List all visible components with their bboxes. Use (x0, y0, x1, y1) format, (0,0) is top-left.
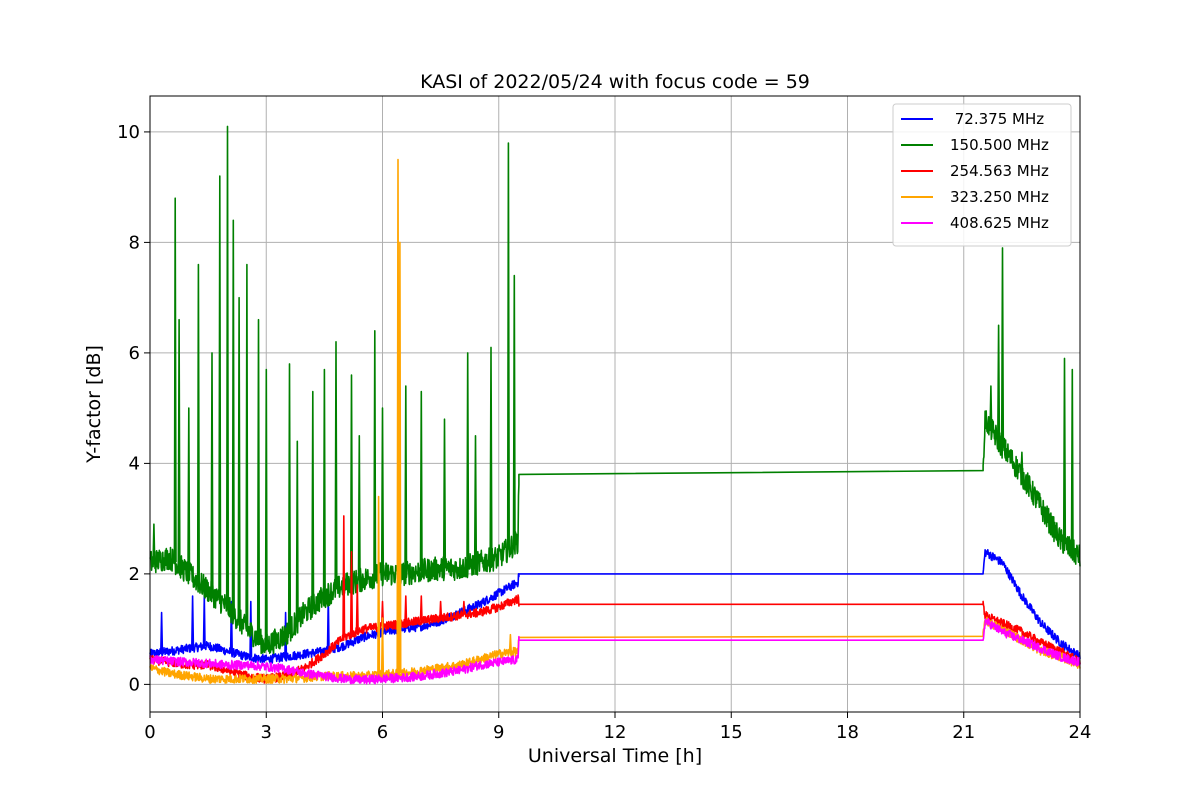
series-spike-1 (295, 440, 299, 622)
series-spike-2 (419, 595, 423, 621)
series-spike-2 (349, 551, 354, 635)
series-spike-1 (489, 346, 493, 560)
series-spike-1 (210, 352, 214, 594)
series-line-4 (149, 617, 1081, 685)
series-spike-1 (256, 318, 261, 640)
series-spike-3 (396, 158, 400, 674)
series-spike-1 (311, 390, 315, 606)
series-spike-2 (462, 600, 466, 615)
x-tick-label: 6 (377, 722, 388, 743)
legend-box (892, 103, 1072, 247)
series-spike-1 (334, 341, 338, 590)
series-spike-1 (177, 318, 181, 566)
series-spike-1 (245, 263, 249, 630)
series-spike-1 (357, 435, 361, 581)
series-spike-1 (1000, 247, 1005, 447)
series-spike-1 (218, 175, 222, 601)
series-spike-1 (322, 368, 326, 597)
series-spike-1 (287, 363, 292, 631)
series-spike-2 (439, 600, 443, 619)
series-spike-1 (473, 435, 478, 564)
x-axis-label: Universal Time [h] (528, 745, 702, 767)
y-tick-label: 8 (129, 232, 140, 253)
series-spike-1 (1070, 368, 1074, 551)
series-spike-1 (173, 197, 177, 563)
series-spike-0 (191, 595, 195, 648)
plot-series (149, 125, 1081, 685)
series-spike-3 (377, 495, 381, 675)
series-spike-1 (187, 407, 191, 574)
series-spike-3 (380, 617, 385, 675)
series-spike-1 (349, 374, 354, 583)
series-spike-2 (342, 515, 346, 638)
series-spike-1 (506, 142, 510, 550)
x-tick-label: 12 (604, 722, 627, 743)
series-spike-2 (404, 595, 408, 624)
series-spike-1 (264, 368, 268, 646)
series-spike-1 (225, 125, 230, 608)
series-spike-1 (196, 263, 200, 583)
series-spike-0 (249, 600, 253, 658)
y-tick-label: 0 (129, 674, 140, 695)
series-spike-1 (373, 330, 377, 577)
series-spike-2 (355, 584, 359, 632)
series-spike-1 (419, 390, 423, 572)
series-spike-1 (237, 296, 241, 621)
y-tick-label: 6 (129, 343, 140, 364)
series-spike-1 (404, 385, 408, 574)
series-spike-1 (442, 418, 447, 569)
y-tick-label: 4 (129, 453, 140, 474)
legend-label: 323.250 MHz (950, 188, 1049, 206)
x-tick-label: 9 (493, 722, 504, 743)
legend-label: 150.500 MHz (950, 136, 1049, 154)
y-axis-label: Y-factor [dB] (83, 345, 105, 464)
y-axis: 0 2 4 6 8 10 (117, 122, 150, 695)
series-spike-1 (1062, 357, 1067, 545)
series-spike-3 (398, 241, 402, 674)
legend-label: 72.375 MHz (950, 110, 1044, 128)
legend-label: 408.625 MHz (950, 214, 1049, 232)
series-spike-1 (380, 407, 385, 574)
series-spike-1 (989, 385, 993, 429)
x-axis: 0 3 6 9 12 15 18 21 24 (144, 712, 1091, 743)
series-spike-1 (997, 324, 1001, 441)
x-tick-label: 15 (720, 722, 743, 743)
series-spike-1 (1020, 451, 1024, 475)
series-spike-0 (202, 595, 206, 647)
x-tick-label: 24 (1069, 722, 1092, 743)
series-spike-3 (508, 633, 512, 653)
series-spike-1 (231, 219, 235, 614)
x-tick-label: 18 (836, 722, 859, 743)
series-spike-1 (152, 523, 156, 562)
series-spike-1 (466, 352, 470, 567)
series-spike-1 (512, 274, 516, 545)
x-tick-label: 0 (144, 722, 155, 743)
chart-title: KASI of 2022/05/24 with focus code = 59 (420, 71, 810, 93)
series-spike-0 (229, 600, 233, 653)
y-tick-label: 10 (117, 122, 140, 143)
legend-label: 254.563 MHz (950, 162, 1049, 180)
x-tick-label: 3 (261, 722, 272, 743)
x-tick-label: 21 (952, 722, 975, 743)
y-tick-label: 2 (129, 564, 140, 585)
series-spike-0 (160, 611, 164, 653)
legend: 72.375 MHz 150.500 MHz 254.563 MHz 323.250 … (892, 103, 1072, 247)
